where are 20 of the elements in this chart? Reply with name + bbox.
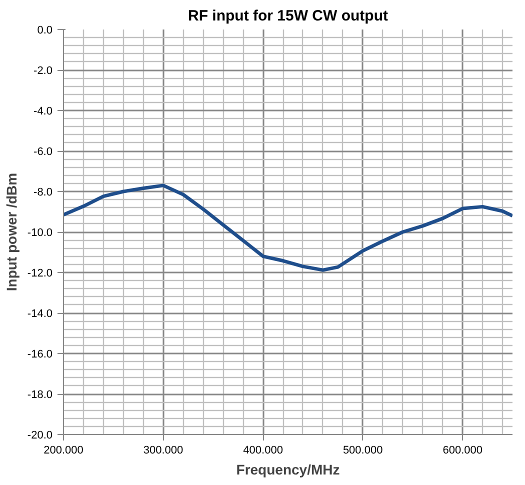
x-tick-label: 500.000 xyxy=(342,444,383,456)
y-tick-label: -16.0 xyxy=(27,348,53,360)
y-tick-label: -4.0 xyxy=(34,106,53,118)
x-tick-label: 200.000 xyxy=(44,444,84,456)
y-tick-label: -20.0 xyxy=(27,430,53,442)
x-axis-title: Frequency/MHz xyxy=(236,462,340,478)
y-tick-label: -18.0 xyxy=(27,389,53,401)
x-tick-label: 600.000 xyxy=(442,444,482,456)
x-tick-label: 400.000 xyxy=(243,444,283,456)
y-tick-label: -10.0 xyxy=(27,227,53,239)
y-tick-label: -6.0 xyxy=(34,146,53,158)
chart-title: RF input for 15W CW output xyxy=(188,8,388,24)
x-tick-label: 300.000 xyxy=(143,444,184,456)
line-series xyxy=(64,184,512,272)
y-axis-title: Input power /dBm xyxy=(3,172,20,292)
y-tick-label: -2.0 xyxy=(34,65,53,77)
y-tick-label: 0.0 xyxy=(37,24,53,36)
y-tick-label: -8.0 xyxy=(34,186,53,198)
y-tick-label: -12.0 xyxy=(27,268,53,280)
y-tick-label: -14.0 xyxy=(27,308,53,320)
